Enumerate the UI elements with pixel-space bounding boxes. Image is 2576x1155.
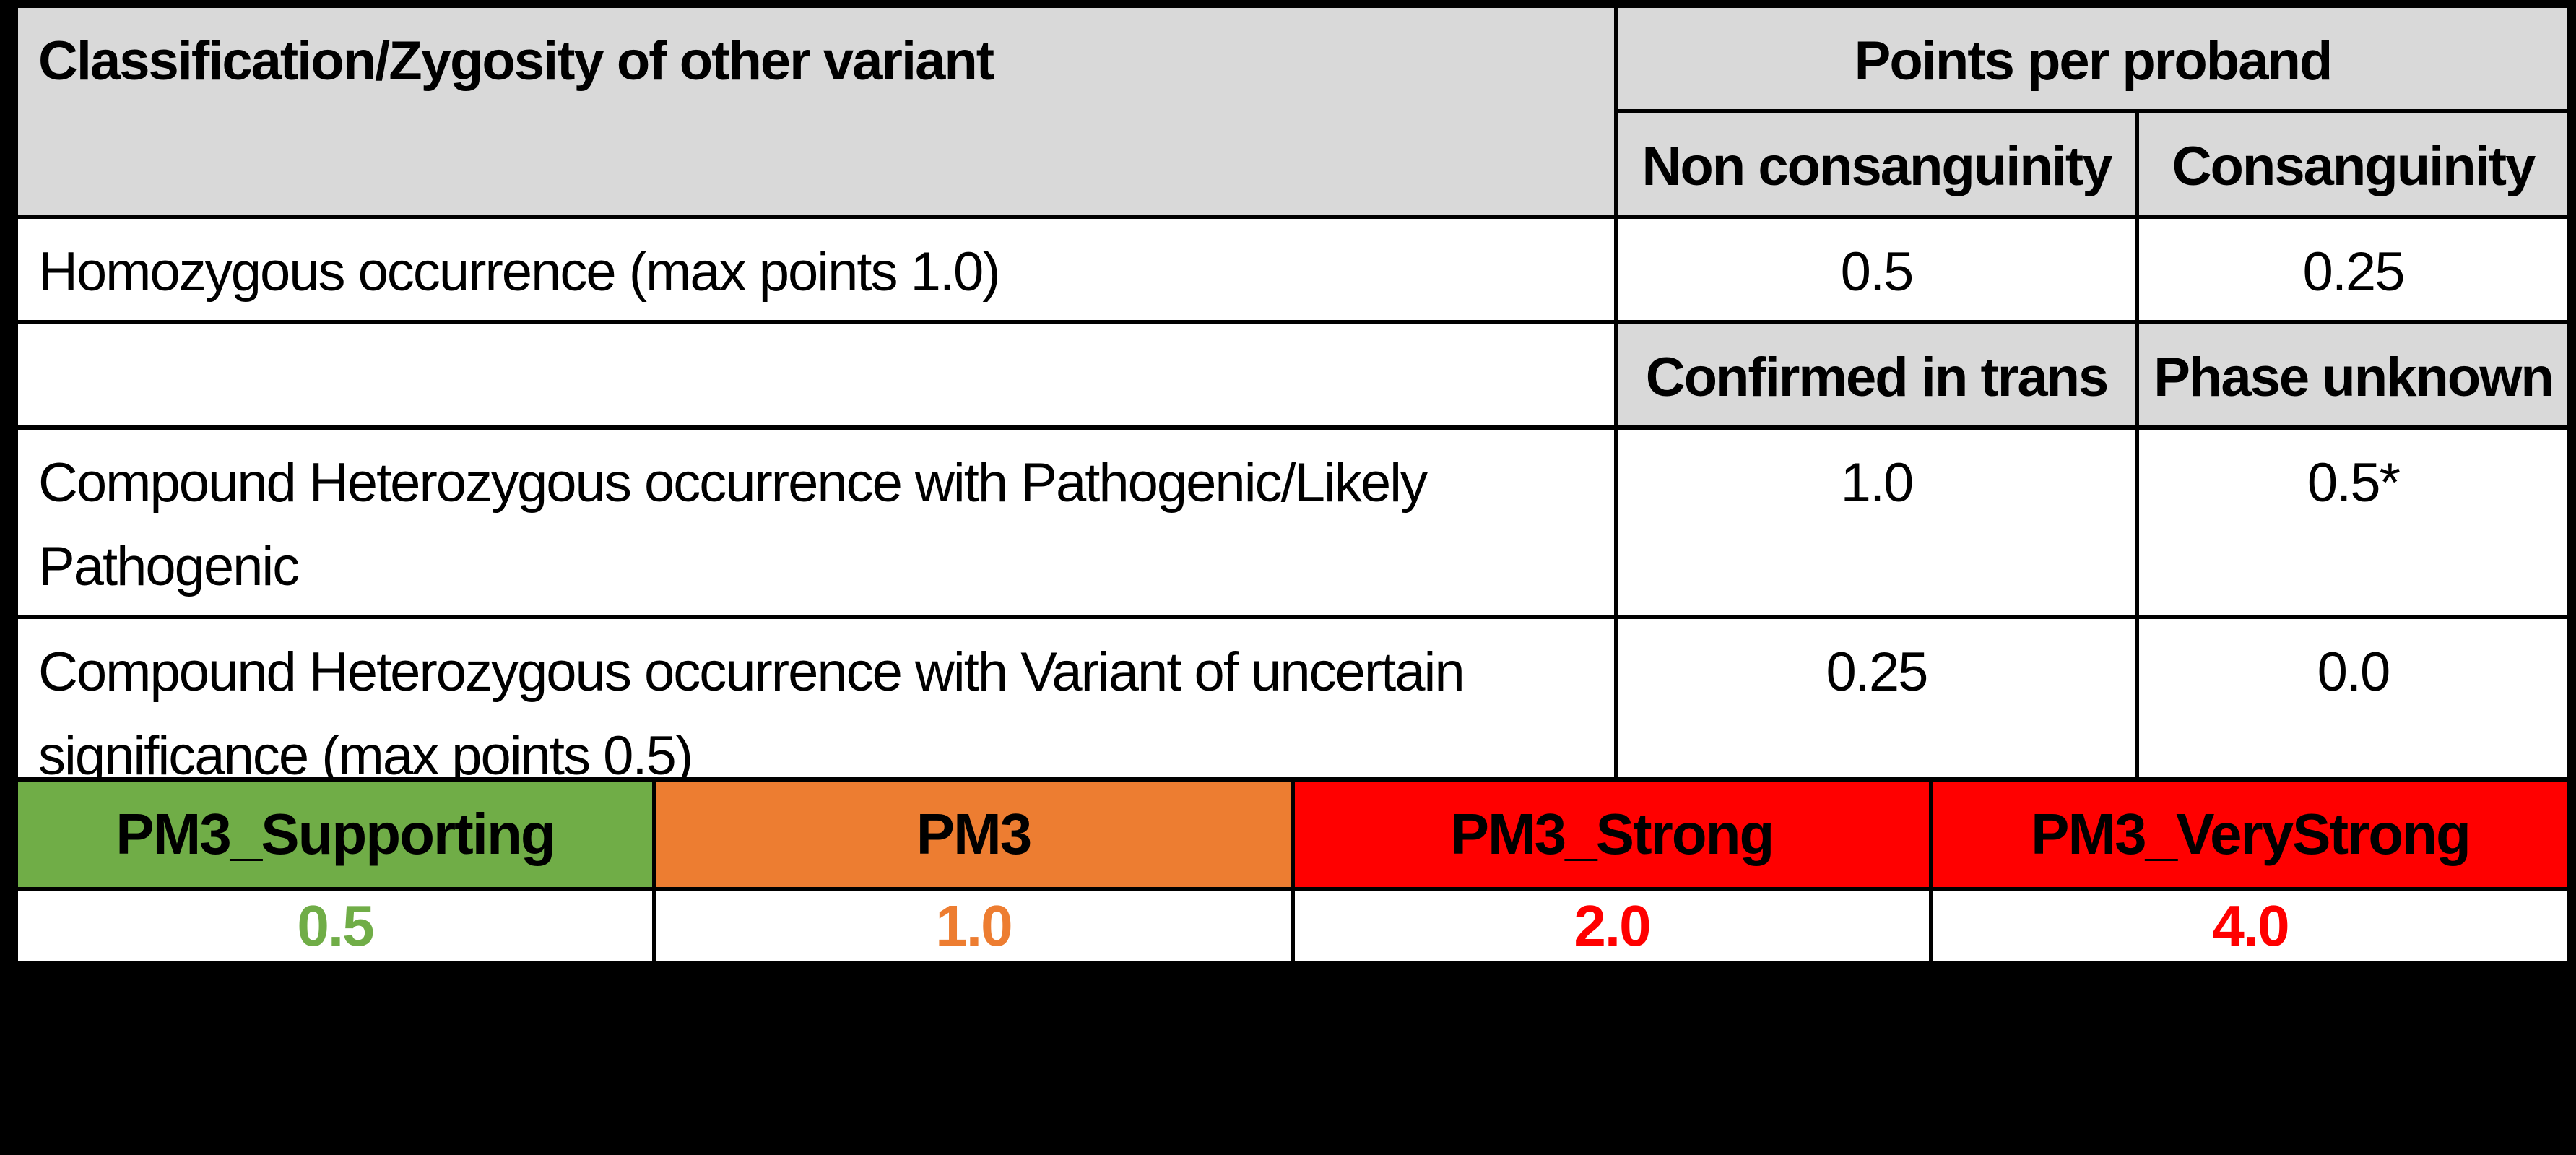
pm3-supporting-header: PM3_Supporting bbox=[14, 777, 656, 891]
non-consanguinity-header: Non consanguinity bbox=[1614, 109, 2139, 219]
classification-zygosity-header: Classification/Zygosity of other variant bbox=[14, 4, 1618, 219]
pm3-strength-table: PM3_Supporting PM3 PM3_Strong PM3_VerySt… bbox=[14, 777, 2572, 965]
phase-subheader-row: Confirmed in trans Phase unknown bbox=[14, 320, 2572, 430]
compound-het-plp-label: Compound Heterozygous occurrence with Pa… bbox=[14, 425, 1618, 619]
table1-subheader-row: Non consanguinity Consanguinity bbox=[16, 109, 2572, 219]
pm3-points-table: Classification/Zygosity of other variant… bbox=[14, 4, 2572, 808]
pm3-strong-header: PM3_Strong bbox=[1291, 777, 1933, 891]
homozygous-row: Homozygous occurrence (max points 1.0) 0… bbox=[14, 215, 2572, 324]
empty-cell bbox=[14, 320, 1618, 430]
consanguinity-header: Consanguinity bbox=[2134, 109, 2572, 219]
pm3-strong-threshold: 2.0 bbox=[1291, 887, 1933, 965]
compound-het-plp-row: Compound Heterozygous occurrence with Pa… bbox=[14, 425, 2572, 619]
compound-het-plp-confirmed-value: 1.0 bbox=[1614, 425, 2139, 619]
compound-het-vus-phase-unknown-value: 0.0 bbox=[2134, 615, 2572, 808]
strength-header-row: PM3_Supporting PM3 PM3_Strong PM3_VerySt… bbox=[14, 777, 2572, 891]
phase-unknown-header: Phase unknown bbox=[2134, 320, 2572, 430]
points-per-proband-header: Points per proband bbox=[1613, 4, 2572, 113]
compound-het-plp-phase-unknown-value: 0.5* bbox=[2134, 425, 2572, 619]
homozygous-label: Homozygous occurrence (max points 1.0) bbox=[14, 215, 1618, 324]
confirmed-in-trans-header: Confirmed in trans bbox=[1614, 320, 2139, 430]
pm3-supporting-threshold: 0.5 bbox=[14, 887, 656, 965]
pm3-threshold: 1.0 bbox=[652, 887, 1295, 965]
table1-header-row: Classification/Zygosity of other variant… bbox=[14, 4, 2572, 219]
homozygous-non-consanguinity-value: 0.5 bbox=[1614, 215, 2139, 324]
pm3-verystrong-threshold: 4.0 bbox=[1929, 887, 2572, 965]
strength-value-row: 0.5 1.0 2.0 4.0 bbox=[14, 887, 2572, 965]
pm3-header: PM3 bbox=[652, 777, 1295, 891]
homozygous-consanguinity-value: 0.25 bbox=[2134, 215, 2572, 324]
pm3-verystrong-header: PM3_VeryStrong bbox=[1929, 777, 2572, 891]
